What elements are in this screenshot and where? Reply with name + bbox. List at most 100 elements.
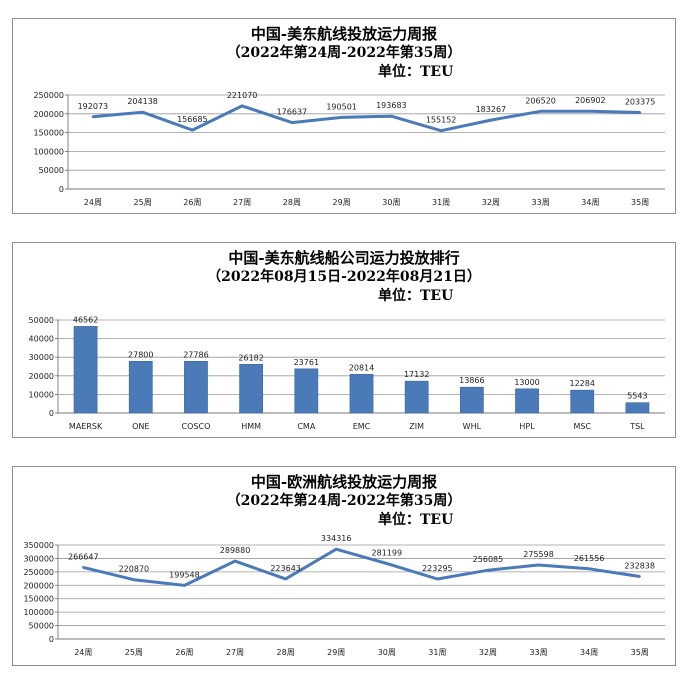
x-tick-label: 33周 (529, 648, 547, 657)
chart-unit: 单位：TEU (378, 288, 454, 304)
x-tick-label: 34周 (581, 198, 599, 207)
x-tick-label: 24周 (74, 648, 92, 657)
data-label: 223295 (422, 564, 453, 573)
data-point (638, 575, 641, 578)
x-tick-label: 34周 (580, 648, 598, 657)
x-tick-label: 27周 (233, 198, 251, 207)
data-label: 204138 (127, 97, 158, 106)
data-point (539, 110, 542, 113)
x-tick-label: 25周 (134, 198, 152, 207)
data-label: 23761 (294, 358, 319, 367)
bar (515, 388, 539, 414)
y-tick-label: 10000 (29, 390, 54, 399)
data-label: 261556 (574, 554, 605, 563)
bar (349, 373, 374, 414)
data-label: 266647 (68, 552, 99, 561)
bar (570, 389, 595, 414)
data-point (141, 111, 144, 114)
data-label: 256085 (473, 555, 504, 564)
y-tick-label: 0 (59, 185, 64, 194)
data-label: 27800 (128, 350, 153, 359)
x-tick-label: 28周 (283, 198, 301, 207)
data-label: 206902 (575, 96, 606, 105)
x-tick-label: ONE (132, 422, 149, 431)
bar (625, 402, 650, 414)
chart-unit: 单位：TEU (378, 64, 454, 80)
data-label: 220870 (119, 565, 150, 574)
x-tick-label: TSL (629, 422, 645, 431)
y-tick-label: 0 (49, 635, 54, 644)
x-tick-label: 31周 (432, 198, 450, 207)
data-point (284, 577, 287, 581)
y-tick-label: 50000 (29, 622, 54, 631)
data-point (91, 115, 95, 118)
x-tick-label: CMA (297, 422, 315, 431)
data-point (436, 577, 439, 581)
x-tick-label: 35周 (631, 198, 649, 207)
data-point (385, 562, 388, 565)
data-label: 206520 (525, 96, 556, 105)
x-tick-label: HMM (241, 422, 261, 431)
y-tick-label: 150000 (23, 595, 54, 604)
chart-subtitle: （2022年第24周-2022年第35周） (226, 493, 462, 509)
x-tick-label: WHL (463, 422, 482, 431)
y-tick-label: 30000 (29, 353, 54, 362)
data-label: 17132 (404, 370, 429, 379)
data-point (340, 116, 343, 119)
chart-plot: 250000 200000 150000 100000 50000 0 24周 25周 26周 2… (33, 91, 665, 207)
series-line (82, 547, 640, 587)
data-point (191, 128, 194, 132)
data-label: 46562 (73, 315, 98, 324)
data-point (489, 118, 493, 122)
x-tick-label: 26周 (175, 648, 193, 657)
chart-plot: 50000 40000 30000 20000 10000 0 MAERSK ONE COSCO… (29, 315, 665, 431)
data-point (537, 563, 540, 567)
y-tick-label: 200000 (33, 110, 64, 119)
data-point (240, 104, 244, 108)
x-tick-label: 30周 (382, 198, 400, 207)
y-tick-label: 20000 (29, 372, 54, 381)
data-point (589, 110, 592, 113)
x-tick-label: 33周 (532, 198, 550, 207)
data-label: 289880 (220, 546, 251, 555)
bar (404, 380, 429, 414)
chart-unit: 单位：TEU (378, 512, 454, 528)
x-tick-label: 29周 (333, 198, 351, 207)
chart-title: 中国-美东航线船公司运力投放排行 (228, 249, 460, 267)
data-label: 5543 (627, 392, 647, 401)
x-tick-label: 25周 (125, 648, 143, 657)
x-tick-label: 24周 (84, 198, 102, 207)
bar (459, 386, 484, 414)
x-tick-label: 27周 (226, 648, 244, 657)
bar (128, 360, 153, 414)
data-label: 203375 (625, 98, 656, 107)
data-point (638, 111, 642, 114)
x-tick-label: 32周 (479, 648, 497, 657)
bar (73, 326, 98, 414)
data-label: 155152 (426, 116, 457, 125)
chart-title: 中国-欧洲航线投放运力周报 (250, 473, 438, 491)
data-point (233, 559, 237, 563)
y-tick-label: 150000 (33, 129, 64, 138)
chart-plot: 350000 300000 250000 200000 150000 100000 5000… (23, 534, 665, 657)
bar (184, 361, 208, 414)
data-label: 12284 (570, 379, 595, 388)
data-label: 13000 (514, 378, 539, 387)
data-label: 193683 (376, 101, 407, 110)
data-point (335, 548, 338, 551)
data-label: 221070 (227, 91, 258, 100)
x-tick-label: 26周 (183, 198, 201, 207)
data-label: 281199 (372, 548, 403, 557)
x-tick-label: 32周 (482, 198, 500, 207)
data-label: 199548 (169, 570, 200, 579)
data-label: 334316 (321, 534, 352, 543)
y-tick-label: 200000 (23, 581, 54, 590)
x-tick-label: 31周 (428, 648, 446, 657)
y-tick-label: 250000 (23, 568, 54, 577)
data-point (290, 121, 294, 124)
x-tick-label: HPL (519, 422, 535, 431)
bar (294, 368, 319, 414)
y-tick-label: 50000 (39, 166, 64, 175)
y-tick-label: 250000 (33, 91, 64, 100)
data-label: 192073 (78, 102, 109, 111)
